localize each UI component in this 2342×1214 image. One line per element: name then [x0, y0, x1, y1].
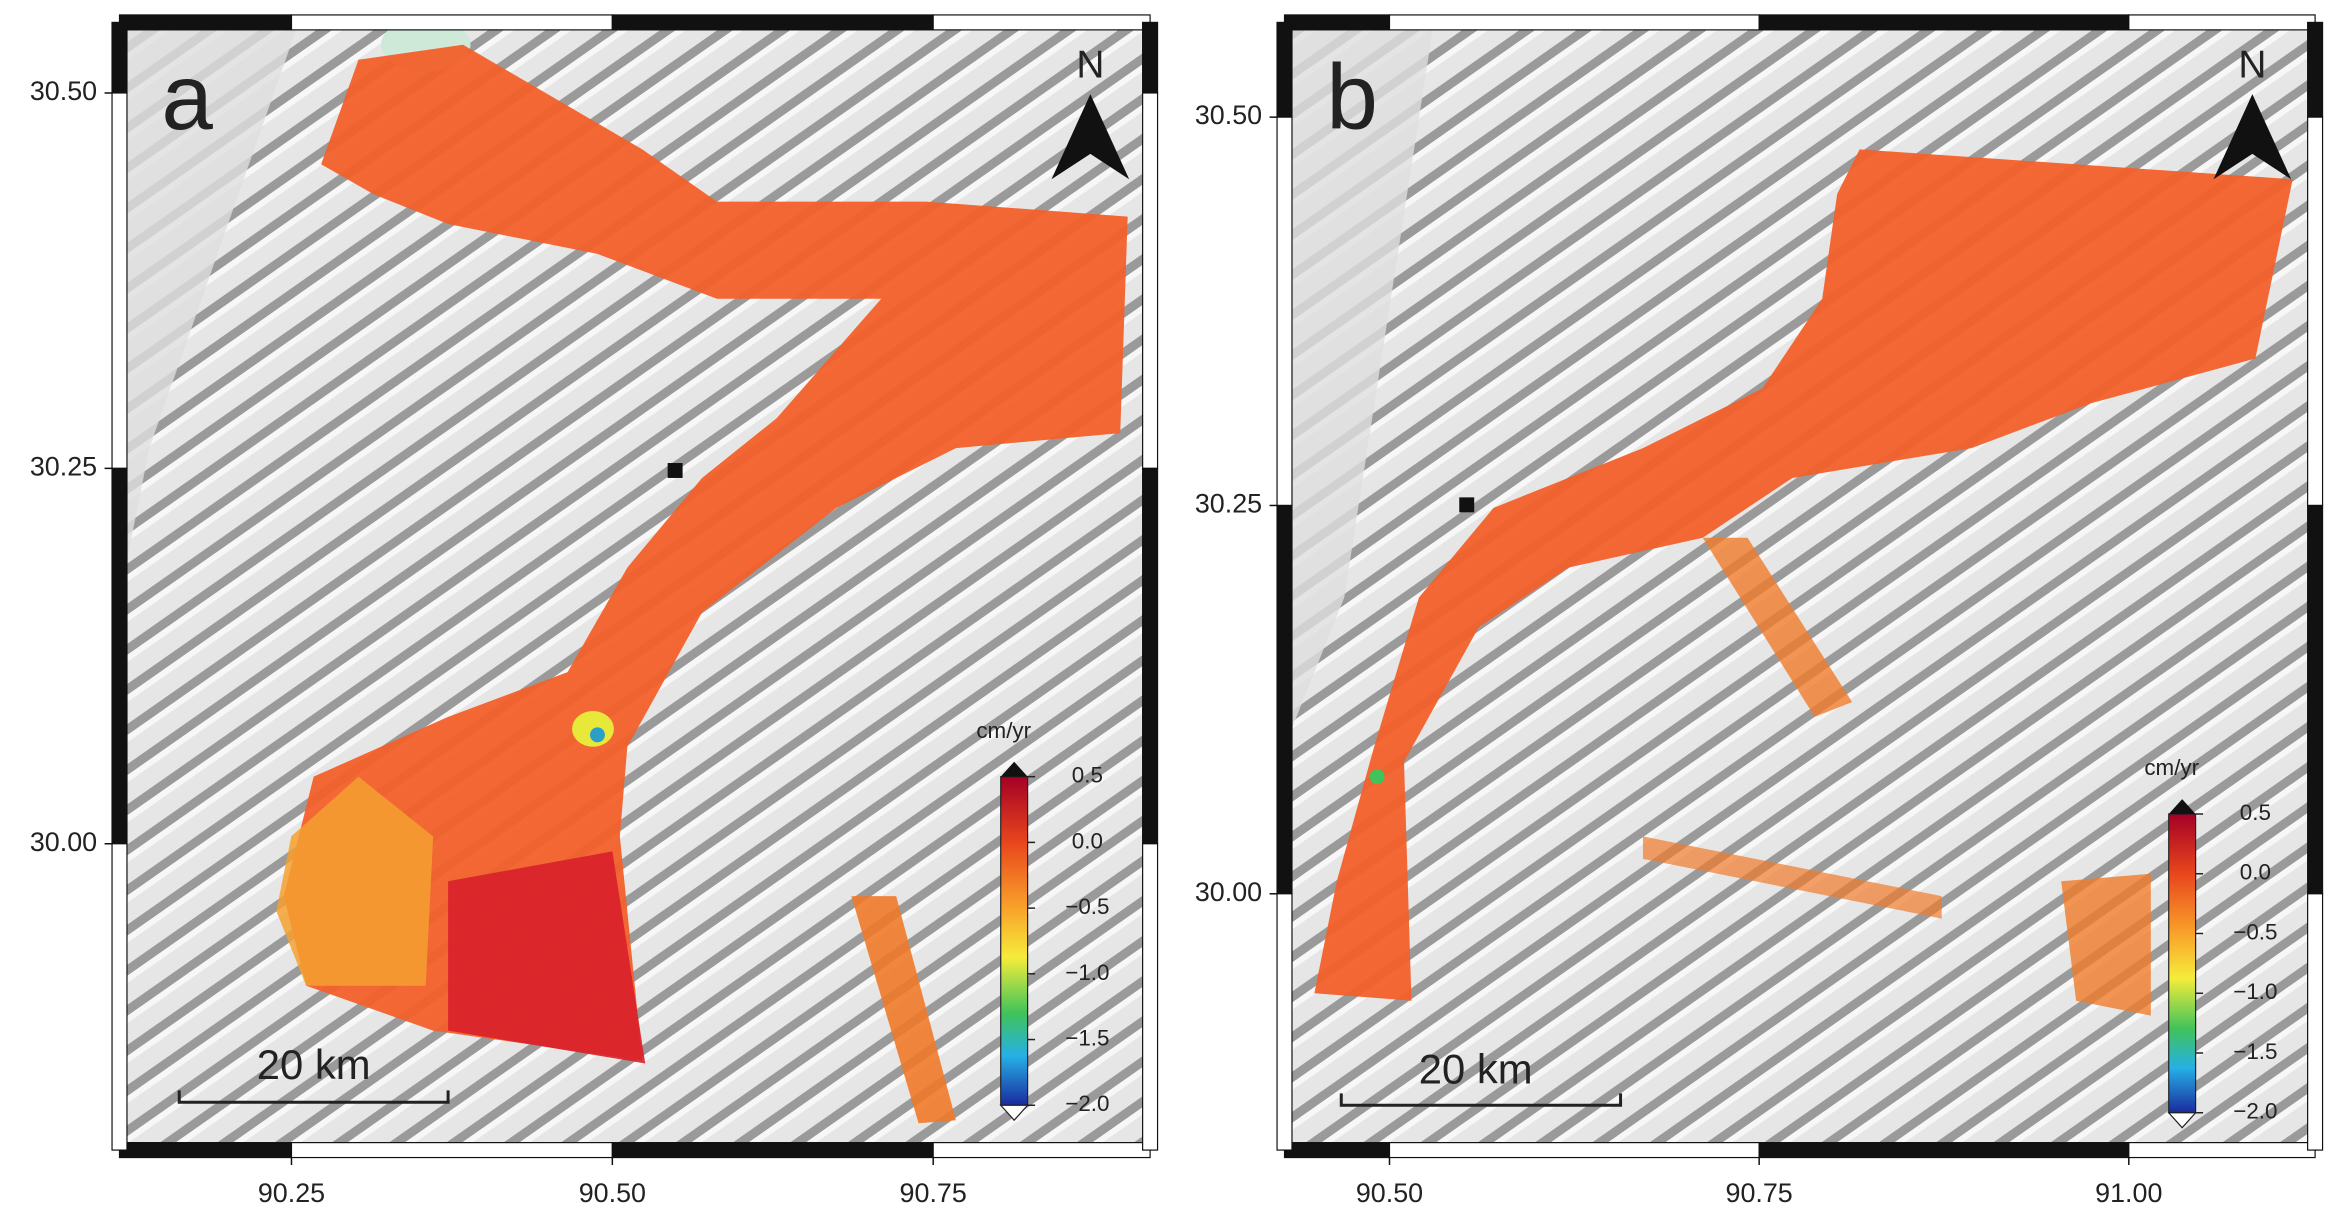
colorbar-bottom — [999, 1104, 1029, 1122]
colorbar-tick-label: −1.5 — [1065, 1025, 1109, 1050]
frame-bar — [2128, 1142, 2316, 1159]
frame-bar — [1276, 21, 1293, 118]
north-label: N — [2238, 43, 2266, 86]
y-tick-label: 30.50 — [30, 76, 97, 106]
frame-bar — [2307, 116, 2324, 507]
frame-bar — [1142, 21, 1159, 94]
north-label: N — [1076, 43, 1104, 86]
colorbar — [2168, 813, 2197, 1114]
scale-bar — [1339, 1093, 1623, 1107]
panel-label: a — [161, 45, 213, 149]
y-tick-label: 30.25 — [1195, 489, 1262, 519]
frame-bar — [2307, 893, 2324, 1151]
frame-bar — [1388, 14, 1760, 31]
colorbar-tick-label: −0.5 — [2233, 919, 2277, 944]
colorbar-tick-label: −2.0 — [2233, 1099, 2277, 1124]
frame-bar — [611, 14, 934, 31]
y-tick-label: 30.25 — [30, 451, 97, 481]
frame-bar — [1388, 1142, 1760, 1159]
colorbar-tick-label: −1.5 — [2233, 1039, 2277, 1064]
frame-bar — [1142, 92, 1159, 469]
scale-bar-label: 20 km — [257, 1041, 371, 1088]
scale-bar — [177, 1090, 450, 1104]
frame-bar — [932, 14, 1151, 31]
scale-bar-label: 20 km — [1419, 1045, 1533, 1092]
frame-bar — [2307, 21, 2324, 118]
colorbar-bottom — [2167, 1112, 2197, 1129]
frame-bar — [118, 1142, 293, 1159]
frame-bar — [2307, 504, 2324, 895]
north-arrow — [1051, 94, 1130, 180]
x-tick-label: 90.75 — [1726, 1178, 1793, 1208]
frame-bar — [118, 14, 293, 31]
x-tick-label: 90.75 — [900, 1178, 967, 1208]
frame-bar — [111, 92, 128, 469]
frame-bar — [1276, 893, 1293, 1151]
colorbar-top — [1000, 761, 1028, 777]
frame-bar — [1758, 14, 2130, 31]
map-b — [1284, 22, 2316, 1151]
frame-bar — [2128, 14, 2316, 31]
colorbar-top — [2168, 799, 2196, 815]
frame-bar — [111, 467, 128, 845]
x-tick-label: 90.25 — [258, 1178, 325, 1208]
colorbar-tick-label: 0.5 — [2240, 800, 2271, 825]
colorbar-unit: cm/yr — [976, 718, 1031, 743]
y-tick-label: 30.00 — [30, 827, 97, 857]
frame-bar — [1283, 14, 1391, 31]
y-tick-label: 30.00 — [1195, 877, 1262, 907]
y-tick-label: 30.50 — [1195, 100, 1262, 130]
colorbar-tick-label: −0.5 — [1065, 894, 1109, 919]
frame-bar — [1276, 116, 1293, 507]
colorbar-tick-label: −1.0 — [1065, 960, 1109, 985]
map-a — [119, 22, 1151, 1151]
x-tick-label: 91.00 — [2095, 1178, 2162, 1208]
frame-bar — [290, 1142, 613, 1159]
colorbar-tick-label: 0.5 — [1072, 763, 1103, 788]
north-arrow — [2213, 94, 2292, 180]
frame-bar — [1283, 1142, 1391, 1159]
frame-bar — [1142, 467, 1159, 845]
colorbar-tick-label: 0.0 — [2240, 860, 2271, 885]
colorbar-tick-label: −2.0 — [1065, 1091, 1109, 1116]
x-tick-label: 90.50 — [579, 1178, 646, 1208]
frame-bar — [1276, 504, 1293, 895]
colorbar-tick-label: 0.0 — [1072, 828, 1103, 853]
frame-bar — [290, 14, 613, 31]
frame-bar — [1758, 1142, 2130, 1159]
colorbar-unit: cm/yr — [2144, 755, 2199, 780]
colorbar — [1000, 776, 1029, 1106]
frame-bar — [111, 21, 128, 94]
panel-label: b — [1326, 45, 1378, 149]
x-tick-label: 90.50 — [1356, 1178, 1423, 1208]
frame-bar — [611, 1142, 934, 1159]
colorbar-tick-label: −1.0 — [2233, 979, 2277, 1004]
frame-bar — [1142, 843, 1159, 1151]
frame-bar — [111, 843, 128, 1151]
frame-bar — [932, 1142, 1151, 1159]
